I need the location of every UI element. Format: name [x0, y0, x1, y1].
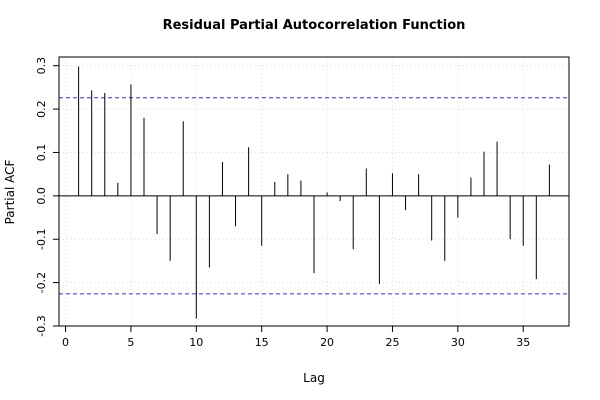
x-tick-label: 5	[127, 336, 134, 349]
chart-title: Residual Partial Autocorrelation Functio…	[163, 18, 466, 33]
y-tick-label: 0.1	[35, 144, 48, 162]
x-tick-label: 25	[385, 336, 399, 349]
x-axis-label: Lag	[303, 371, 325, 385]
y-tick-label: -0.2	[35, 272, 48, 293]
x-tick-label: 35	[516, 336, 530, 349]
x-tick-label: 15	[255, 336, 269, 349]
x-tick-label: 0	[62, 336, 69, 349]
y-tick-label: -0.1	[35, 228, 48, 249]
x-axis: 0 5 10 15 20 25 30 35	[62, 326, 530, 349]
x-tick-label: 10	[189, 336, 203, 349]
y-tick-label: -0.3	[35, 315, 48, 336]
y-axis-label: Partial ACF	[3, 160, 17, 225]
y-tick-label: 0.2	[35, 100, 48, 118]
pacf-bars	[78, 66, 550, 319]
plot-frame	[58, 56, 570, 327]
y-axis: -0.3 -0.2 -0.1 0.0 0.1 0.2 0.3	[35, 57, 59, 337]
x-tick-label: 20	[320, 336, 334, 349]
confidence-bounds	[59, 97, 569, 295]
y-tick-label: 0.0	[35, 187, 48, 205]
x-tick-label: 30	[451, 336, 465, 349]
y-tick-label: 0.3	[35, 57, 48, 75]
